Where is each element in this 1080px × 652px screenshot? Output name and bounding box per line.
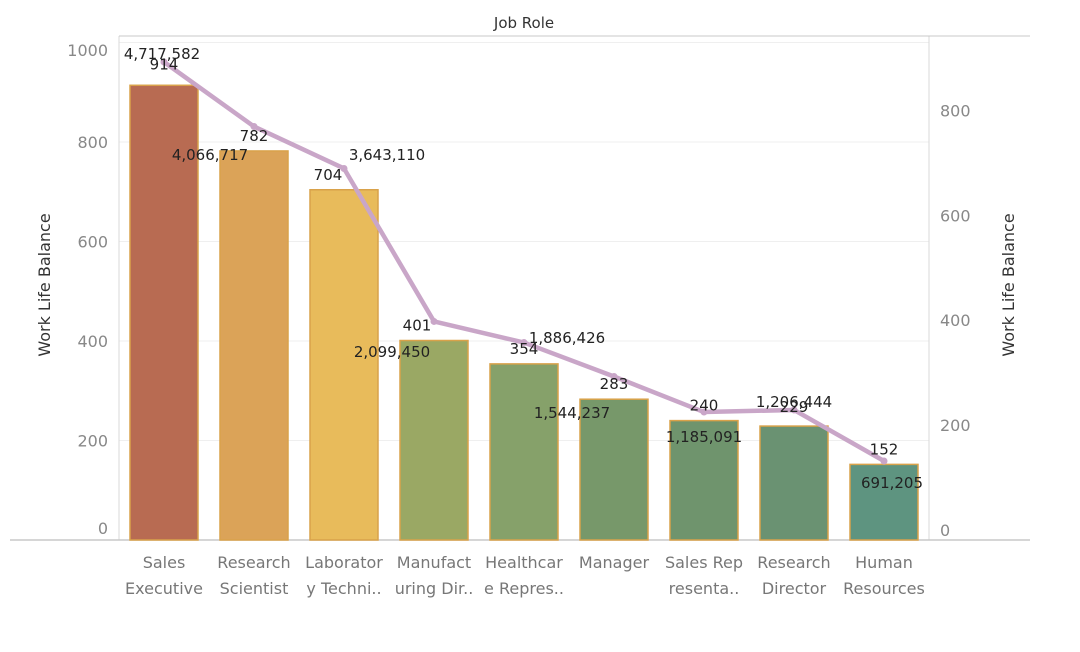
- y-axis-title-right: Work Life Balance: [999, 213, 1018, 356]
- bar-label: 401: [403, 317, 432, 335]
- line-point: [430, 317, 438, 325]
- line-point: [340, 164, 348, 172]
- y-tick-left: 400: [77, 332, 108, 351]
- bar: [129, 84, 199, 541]
- line-label: 3,643,110: [349, 146, 425, 164]
- bar: [849, 463, 919, 541]
- line-label: 1,886,426: [529, 329, 605, 347]
- bar-label: 782: [240, 127, 269, 145]
- data-labels: 914 782 704 401 354 283 240 229 152 4,717,582 4,06…: [124, 45, 923, 492]
- y-tick-right: 800: [940, 101, 971, 120]
- bar-label: 354: [510, 340, 539, 358]
- category-labels: Sales Executive Research Scientist Laborator…: [125, 553, 925, 598]
- line-label: 1,544,237: [534, 404, 610, 422]
- bar: [399, 339, 469, 541]
- bar-label: 704: [314, 166, 343, 184]
- line-point: [880, 457, 888, 465]
- category-label: Human Resources: [843, 553, 925, 598]
- bar: [759, 425, 829, 541]
- bar-label: 229: [780, 398, 809, 416]
- y-tick-left: 0: [98, 519, 108, 538]
- line-label: 2,099,450: [354, 343, 430, 361]
- bar-label: 283: [600, 375, 629, 393]
- y-tick-right: 200: [940, 416, 971, 435]
- y-tick-right: 600: [940, 206, 971, 225]
- line-label: 691,205: [861, 474, 923, 492]
- category-label: Research Scientist: [217, 553, 290, 598]
- bar: [219, 150, 289, 541]
- category-label: Laborator y Techni..: [305, 553, 383, 598]
- bar-label: 914: [150, 55, 179, 73]
- line-label: 1,206,444: [756, 393, 832, 411]
- line-label: 4,066,717: [172, 146, 248, 164]
- bar: [309, 189, 379, 541]
- bar: [489, 363, 559, 541]
- line-point: [610, 372, 618, 380]
- line-point: [160, 58, 168, 66]
- category-label: Research Director: [757, 553, 830, 598]
- bar-label: 240: [690, 397, 719, 415]
- category-label: Manufact uring Dir..: [395, 553, 474, 598]
- line-point: [250, 122, 258, 130]
- line-series: [160, 58, 888, 465]
- y-tick-right: 400: [940, 311, 971, 330]
- category-label: Sales Rep resenta..: [665, 553, 743, 598]
- line-point: [520, 339, 528, 347]
- line-point: [790, 406, 798, 414]
- y-tick-left: 1000: [67, 41, 108, 60]
- category-label: Healthcar e Repres..: [484, 553, 564, 598]
- chart-title: Job Role: [493, 14, 554, 32]
- y-tick-right: 0: [940, 521, 950, 540]
- line-point: [700, 408, 708, 416]
- bar: [669, 419, 739, 541]
- bars: [129, 84, 919, 541]
- bar-label: 152: [870, 440, 899, 458]
- y-tick-left: 800: [77, 133, 108, 152]
- y-tick-left: 600: [77, 233, 108, 252]
- line-label: 4,717,582: [124, 45, 200, 63]
- y-tick-left: 200: [77, 432, 108, 451]
- y-axis-title-left: Work Life Balance: [35, 213, 54, 356]
- line-label: 1,185,091: [666, 428, 742, 446]
- bar: [579, 398, 649, 541]
- category-label: Sales Executive: [125, 553, 203, 598]
- category-label: Manager: [579, 553, 650, 572]
